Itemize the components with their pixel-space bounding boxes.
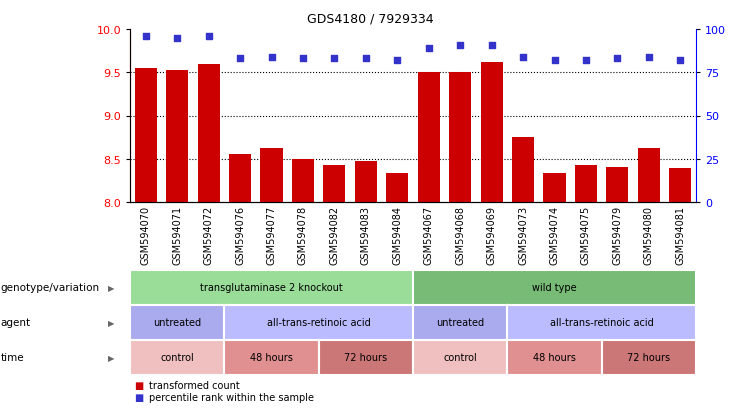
Point (580, 58, 592, 64)
Point (643, 54, 655, 61)
Point (611, 56, 623, 63)
Text: untreated: untreated (153, 318, 202, 328)
Text: ▶: ▶ (108, 353, 115, 362)
Text: genotype/variation: genotype/variation (1, 283, 100, 293)
Bar (229, 155, 251, 202)
Bar (355, 162, 377, 202)
Text: all-trans-retinoic acid: all-trans-retinoic acid (267, 318, 370, 328)
Point (485, 42, 497, 49)
Text: percentile rank within the sample: percentile rank within the sample (148, 392, 313, 402)
Text: 72 hours: 72 hours (345, 353, 388, 363)
Text: GDS4180 / 7929334: GDS4180 / 7929334 (308, 12, 433, 25)
Text: transglutaminase 2 knockout: transglutaminase 2 knockout (200, 283, 343, 293)
Text: ▶: ▶ (108, 283, 115, 292)
Bar (135, 69, 157, 202)
Text: transformed count: transformed count (148, 380, 239, 390)
Point (360, 56, 372, 63)
Point (423, 45, 435, 52)
Text: untreated: untreated (436, 318, 484, 328)
Text: ■: ■ (133, 380, 143, 390)
Point (297, 56, 309, 63)
Point (234, 56, 246, 63)
Text: ▶: ▶ (108, 318, 115, 327)
Point (674, 58, 686, 64)
Bar (575, 165, 597, 202)
Bar (543, 174, 565, 202)
Point (391, 58, 403, 64)
Bar (261, 149, 282, 202)
Text: 72 hours: 72 hours (628, 353, 671, 363)
Bar (449, 73, 471, 202)
Bar (606, 167, 628, 202)
Text: 48 hours: 48 hours (533, 353, 576, 363)
Bar (638, 149, 659, 202)
Point (140, 33, 152, 40)
Bar (512, 138, 534, 202)
Text: ■: ■ (133, 392, 143, 402)
Bar (198, 64, 219, 202)
Text: control: control (160, 353, 194, 363)
Text: 48 hours: 48 hours (250, 353, 293, 363)
Point (265, 54, 277, 61)
Point (548, 58, 560, 64)
Bar (292, 159, 314, 202)
Point (328, 56, 340, 63)
Text: control: control (443, 353, 477, 363)
Point (454, 42, 466, 49)
Text: wild type: wild type (532, 283, 576, 293)
Point (517, 54, 529, 61)
Point (203, 33, 215, 40)
Text: all-trans-retinoic acid: all-trans-retinoic acid (550, 318, 654, 328)
Bar (166, 71, 188, 202)
Text: time: time (1, 353, 24, 363)
Bar (481, 63, 502, 202)
Bar (418, 73, 439, 202)
Text: agent: agent (1, 318, 31, 328)
Bar (323, 165, 345, 202)
Bar (669, 169, 691, 202)
Point (171, 35, 183, 42)
Bar (386, 174, 408, 202)
